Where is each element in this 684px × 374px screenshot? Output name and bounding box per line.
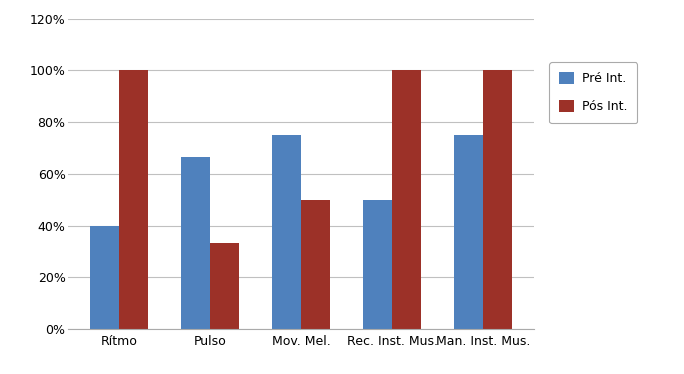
Bar <box>181 157 210 329</box>
Bar <box>119 70 148 329</box>
Bar <box>483 70 512 329</box>
Bar <box>272 135 301 329</box>
Bar <box>363 200 392 329</box>
Bar <box>210 243 239 329</box>
Legend: Pré Int., Pós Int.: Pré Int., Pós Int. <box>549 62 637 123</box>
Bar <box>454 135 483 329</box>
Bar <box>392 70 421 329</box>
Bar <box>301 200 330 329</box>
Bar <box>90 226 119 329</box>
